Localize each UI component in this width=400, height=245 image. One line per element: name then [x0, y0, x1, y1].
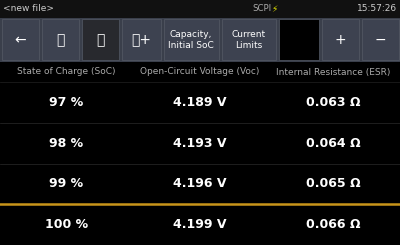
- Text: −: −: [374, 33, 386, 47]
- Bar: [0, 18, 400, 62]
- Text: 4.189 V: 4.189 V: [173, 96, 227, 109]
- Bar: [122, 20, 160, 61]
- Bar: [0, 0, 400, 18]
- Text: 98 %: 98 %: [50, 137, 84, 150]
- Bar: [222, 20, 276, 61]
- Text: 4.199 V: 4.199 V: [173, 218, 227, 231]
- Text: 4.196 V: 4.196 V: [173, 177, 227, 190]
- Text: 💾+: 💾+: [131, 33, 151, 47]
- Text: 0.066 Ω: 0.066 Ω: [306, 218, 361, 231]
- Text: +: +: [334, 33, 346, 47]
- Text: 4.193 V: 4.193 V: [173, 137, 227, 150]
- Bar: [278, 20, 318, 61]
- Text: 100 %: 100 %: [45, 218, 88, 231]
- Text: ←: ←: [14, 33, 26, 47]
- Text: 97 %: 97 %: [49, 96, 84, 109]
- Text: 0.065 Ω: 0.065 Ω: [306, 177, 361, 190]
- Text: Capacity,
Initial SoC: Capacity, Initial SoC: [168, 30, 214, 50]
- Text: 15:57:26: 15:57:26: [357, 4, 397, 13]
- Text: SCPI: SCPI: [252, 4, 271, 13]
- Bar: [0, 62, 400, 82]
- Text: Internal Resistance (ESR): Internal Resistance (ESR): [276, 68, 391, 76]
- Text: <new file>: <new file>: [3, 4, 54, 13]
- Bar: [2, 20, 38, 61]
- Text: Open-Circuit Voltage (Voc): Open-Circuit Voltage (Voc): [140, 68, 260, 76]
- Text: 📂: 📂: [56, 33, 64, 47]
- Bar: [164, 20, 218, 61]
- Text: 99 %: 99 %: [50, 177, 84, 190]
- Text: 0.064 Ω: 0.064 Ω: [306, 137, 361, 150]
- Text: Current
Limits: Current Limits: [232, 30, 266, 50]
- Text: 💾: 💾: [96, 33, 104, 47]
- Bar: [82, 20, 118, 61]
- Bar: [42, 20, 78, 61]
- Bar: [322, 20, 358, 61]
- Text: State of Charge (SoC): State of Charge (SoC): [17, 68, 116, 76]
- Text: ⚡: ⚡: [271, 4, 277, 13]
- Bar: [362, 20, 398, 61]
- Text: 0.063 Ω: 0.063 Ω: [306, 96, 361, 109]
